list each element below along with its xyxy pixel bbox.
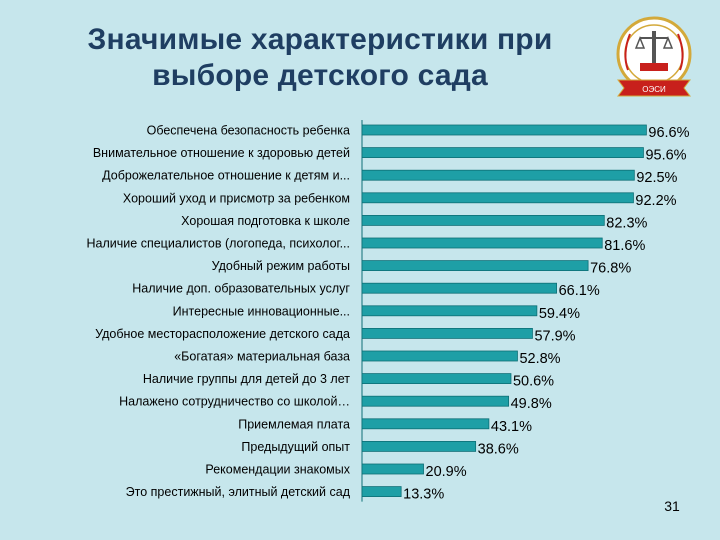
category-label: Наличие специалистов (логопеда, психолог… bbox=[87, 237, 350, 251]
value-label: 20.9% bbox=[426, 464, 467, 480]
category-label: Налажено сотрудничество со школой… bbox=[119, 395, 350, 409]
bar bbox=[361, 395, 510, 407]
emblem-book bbox=[640, 63, 668, 71]
value-label: 43.1% bbox=[491, 419, 532, 435]
category-label: Хороший уход и присмотр за ребенком bbox=[123, 191, 350, 205]
emblem-banner bbox=[617, 79, 691, 97]
value-label: 66.1% bbox=[559, 283, 600, 299]
value-label: 59.4% bbox=[539, 306, 580, 322]
bar bbox=[361, 169, 635, 181]
value-label: 57.9% bbox=[534, 328, 575, 344]
bar bbox=[361, 350, 518, 362]
category-label: Обеспечена безопасность ребенка bbox=[147, 124, 350, 138]
bar bbox=[361, 214, 605, 226]
category-label: Это престижный, элитный детский сад bbox=[126, 485, 351, 499]
value-label: 76.8% bbox=[590, 261, 631, 277]
category-label: Наличие группы для детей до 3 лет bbox=[143, 372, 350, 386]
category-label: Внимательное отношение к здоровью детей bbox=[93, 146, 350, 160]
bar bbox=[361, 147, 644, 159]
value-label: 92.2% bbox=[635, 193, 676, 209]
emblem-banner-text: ОЭСИ bbox=[642, 85, 666, 94]
value-label: 96.6% bbox=[648, 125, 689, 141]
bar bbox=[361, 463, 424, 475]
value-label: 81.6% bbox=[604, 238, 645, 254]
value-label: 82.3% bbox=[606, 215, 647, 231]
value-label: 92.5% bbox=[636, 170, 677, 186]
category-label: Удобный режим работы bbox=[212, 259, 350, 273]
emblem-scale-right-pan bbox=[662, 35, 674, 49]
value-label: 50.6% bbox=[513, 374, 554, 390]
value-label: 52.8% bbox=[519, 351, 560, 367]
bar bbox=[361, 237, 603, 249]
bar bbox=[361, 282, 557, 294]
category-label: Удобное месторасположение детского сада bbox=[95, 327, 350, 341]
category-label: Хорошая подготовка к школе bbox=[181, 214, 350, 228]
slide-title: Значимые характеристики при выборе детск… bbox=[87, 23, 553, 92]
page-number: 31 bbox=[664, 498, 680, 514]
bar bbox=[361, 260, 589, 272]
category-label: «Богатая» материальная база bbox=[174, 350, 350, 364]
justice-emblem-icon: ОЭСИ bbox=[616, 16, 692, 97]
bar bbox=[361, 418, 490, 430]
bar bbox=[361, 373, 512, 385]
value-label: 13.3% bbox=[403, 487, 444, 503]
value-label: 95.6% bbox=[645, 148, 686, 164]
value-label: 49.8% bbox=[511, 396, 552, 412]
category-label: Доброжелательное отношение к детям и... bbox=[102, 169, 350, 183]
category-label: Предыдущий опыт bbox=[241, 440, 350, 454]
category-label: Наличие доп. образовательных услуг bbox=[132, 282, 350, 296]
emblem-laurel-right bbox=[677, 33, 684, 71]
category-label: Рекомендации знакомых bbox=[205, 463, 350, 477]
bar bbox=[361, 327, 533, 339]
bar bbox=[361, 305, 538, 317]
category-label: Интересные инновационные... bbox=[173, 304, 350, 318]
emblem-column bbox=[652, 31, 656, 63]
emblem-scale-left-pan bbox=[634, 35, 646, 49]
bar bbox=[361, 124, 647, 136]
bar bbox=[361, 486, 402, 498]
bar bbox=[361, 440, 477, 452]
value-label: 38.6% bbox=[478, 441, 519, 457]
category-label: Приемлемая плата bbox=[238, 417, 350, 431]
bar bbox=[361, 192, 634, 204]
emblem-laurel-left bbox=[624, 33, 631, 71]
